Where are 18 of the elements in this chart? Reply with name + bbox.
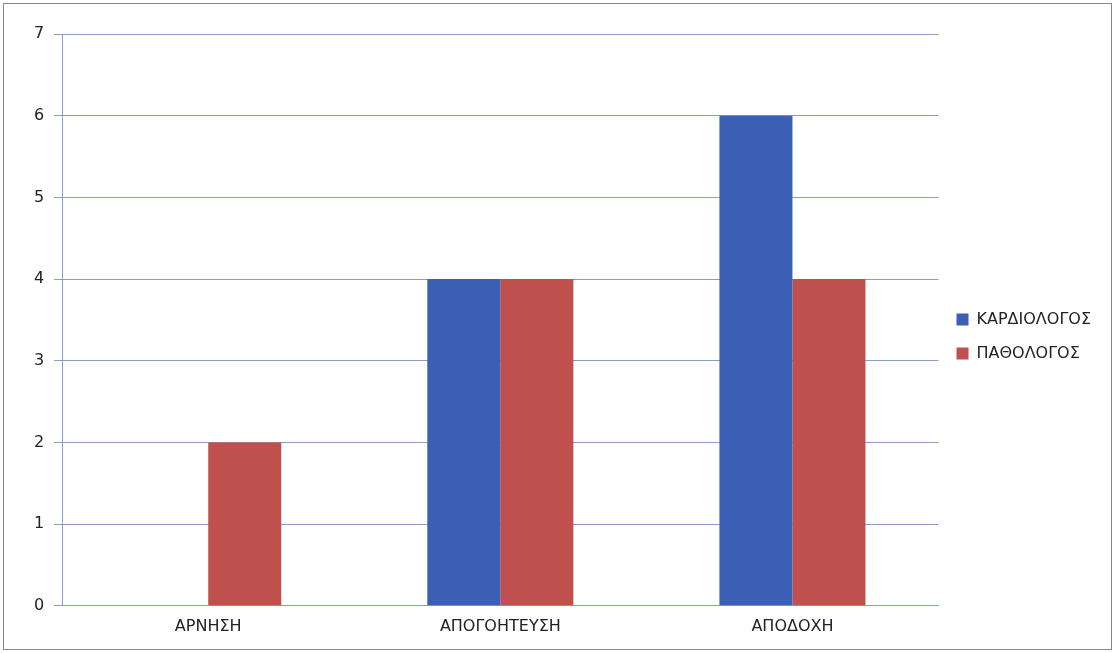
y-tick-label: 5 [33,186,45,206]
legend-label: ΠΑΘΟΛΟΓΟΣ [976,342,1080,362]
x-tick-label: ΑΠΟΔΟΧΗ [751,615,834,635]
x-tick-label: ΑΡΝΗΣΗ [174,615,242,635]
legend-label: ΚΑΡΔΙΟΛΟΓΟΣ [976,308,1091,328]
y-tick-label: 3 [33,349,45,369]
bar [427,279,501,606]
bar [792,279,866,606]
y-tick-label: 6 [33,104,45,124]
bar [719,115,793,606]
y-tick-label: 7 [33,23,45,43]
x-tick-label: ΑΠΟΓΟΗΤΕΥΣΗ [439,615,561,635]
y-tick-label: 1 [33,513,45,533]
y-tick-label: 4 [33,268,45,288]
bar [500,279,574,606]
y-tick-label: 2 [33,431,45,451]
bar [208,442,282,606]
y-tick-label: 0 [33,594,45,614]
